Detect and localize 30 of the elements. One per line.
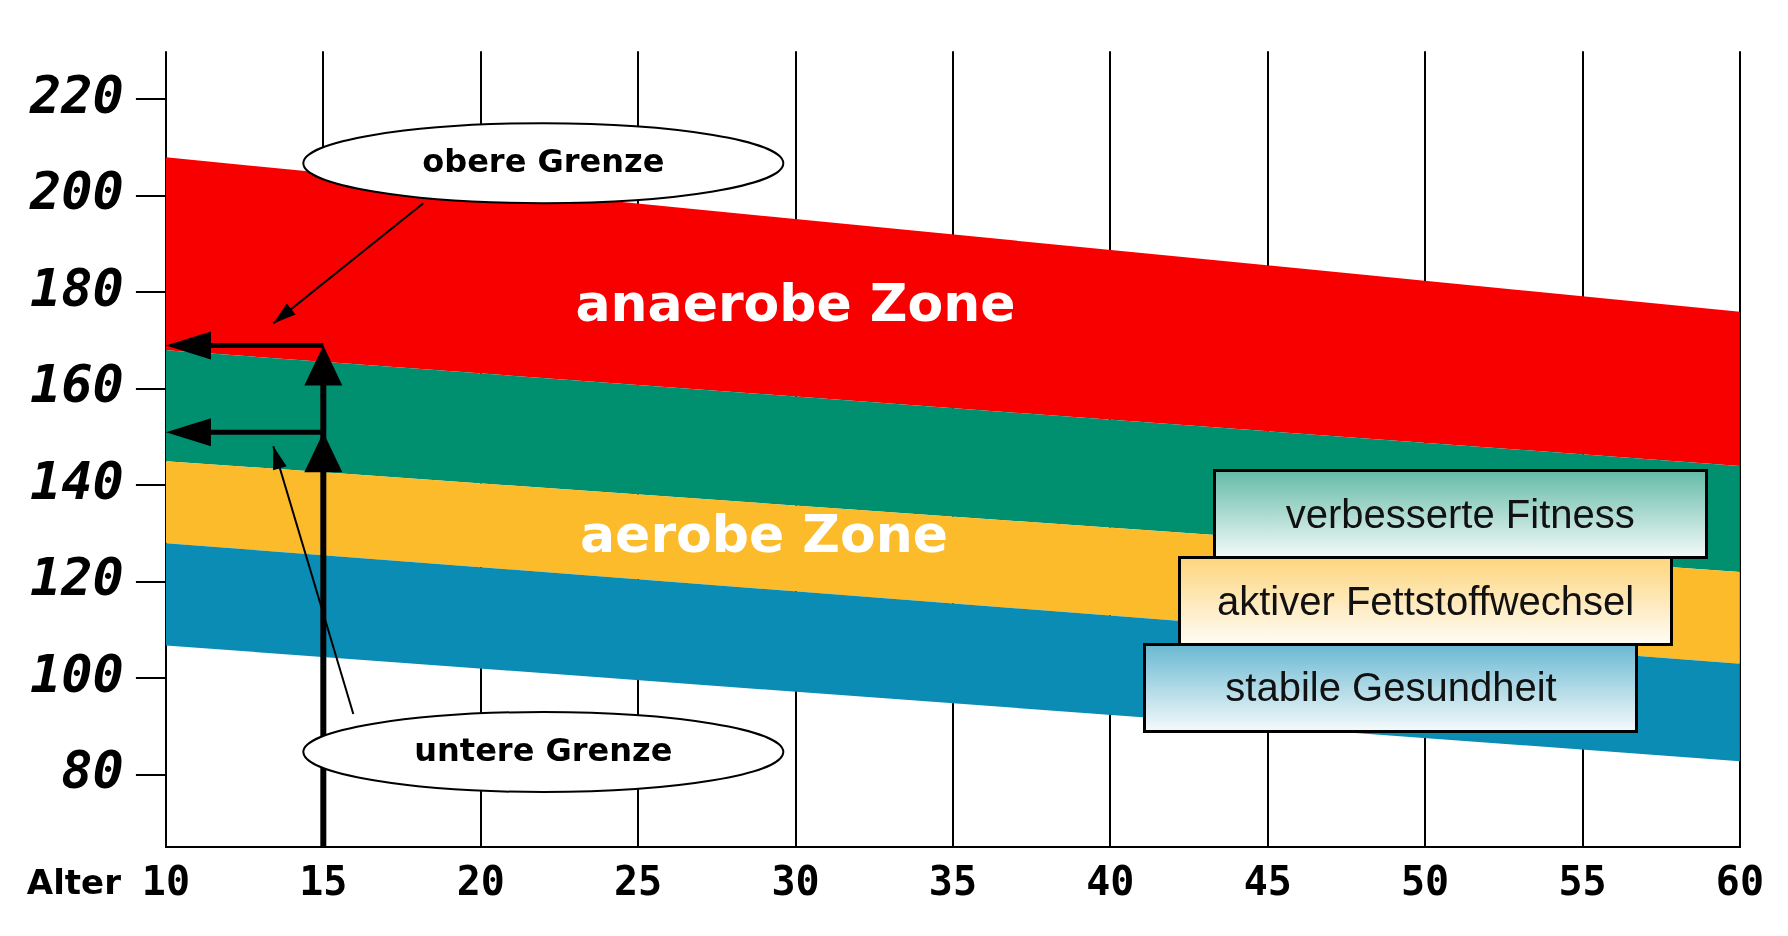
series-label: stabile Gesundheit	[1225, 665, 1557, 711]
zone-label-box: stabile Gesundheit	[1143, 642, 1639, 733]
annotation: aerobe Zone	[580, 503, 949, 564]
series-label: anaerobe Zone	[575, 273, 1016, 334]
x-tick-label: 15	[299, 858, 348, 905]
y-tick-label: 220	[29, 64, 124, 125]
x-tick-label: 20	[456, 858, 505, 905]
x-tick-label: 45	[1243, 858, 1292, 905]
series-label: verbesserte Fitness	[1285, 491, 1635, 537]
x-tick-label: 40	[1086, 858, 1135, 905]
x-tick-label: 55	[1558, 858, 1607, 905]
x-tick-label: 50	[1401, 858, 1450, 905]
x-tick-label: 30	[771, 858, 820, 905]
y-tick-label: 120	[30, 547, 124, 608]
y-tick-label: 100	[30, 643, 124, 704]
zone-label-box: verbesserte Fitness	[1212, 469, 1708, 560]
series-label: aktiver Fettstoffwechsel	[1217, 578, 1635, 624]
annotation: obere Grenze	[422, 142, 665, 181]
x-tick-label: 60	[1715, 858, 1764, 905]
x-axis-title: Alter	[26, 861, 122, 902]
y-tick-label: 160	[30, 354, 124, 415]
x-tick-label: 10	[141, 858, 191, 905]
y-tick-label: 80	[61, 740, 124, 801]
y-tick-label: 180	[30, 257, 124, 318]
x-tick-label: 35	[928, 858, 977, 905]
annotation: untere Grenze	[414, 731, 673, 769]
y-tick-label: 200	[29, 161, 124, 222]
zone-label-box: aktiver Fettstoffwechsel	[1178, 556, 1674, 646]
y-tick-label: 140	[30, 450, 124, 511]
x-tick-label: 25	[614, 858, 663, 905]
